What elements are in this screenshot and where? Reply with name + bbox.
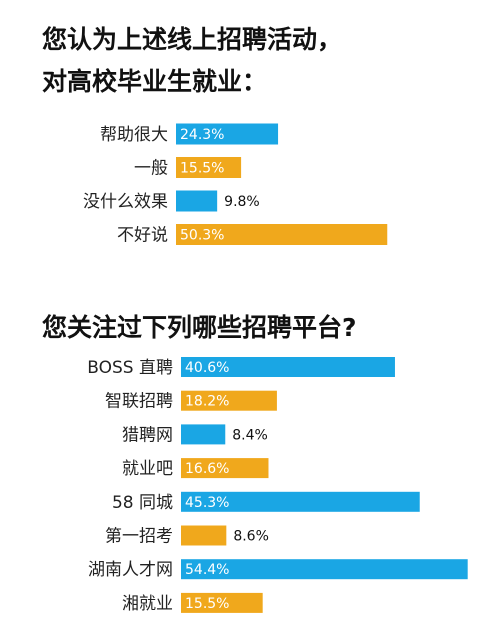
bar bbox=[181, 458, 269, 479]
category-label: BOSS 直聘 bbox=[87, 358, 173, 378]
chart1-title-line2: 对高校毕业生就业： bbox=[42, 67, 268, 96]
data-label: 8.6% bbox=[233, 529, 269, 545]
category-label: 帮助很大 bbox=[100, 125, 168, 145]
category-label: 没什么效果 bbox=[83, 192, 168, 212]
data-label: 40.6% bbox=[185, 360, 229, 376]
data-label: 50.3% bbox=[180, 228, 224, 244]
data-label: 15.5% bbox=[180, 161, 224, 177]
category-label: 湘就业 bbox=[122, 594, 173, 614]
category-label: 第一招考 bbox=[105, 527, 173, 547]
bar bbox=[181, 424, 226, 445]
data-label: 15.5% bbox=[185, 596, 229, 612]
category-label: 猎聘网 bbox=[122, 425, 173, 445]
bar bbox=[176, 190, 218, 212]
data-label: 16.6% bbox=[185, 461, 229, 477]
data-label: 24.3% bbox=[180, 127, 224, 143]
bar bbox=[181, 390, 277, 411]
bar bbox=[181, 525, 227, 546]
bar bbox=[176, 123, 279, 145]
chart1-title-line1: 您认为上述线上招聘活动， bbox=[42, 25, 343, 54]
bar bbox=[181, 592, 263, 613]
data-label: 45.3% bbox=[185, 495, 229, 511]
chart-1-online-recruitment-effect: 帮助很大 24.3% 一般 15.5% 没什么效果 9.8% 不好说 50.3% bbox=[83, 123, 388, 246]
category-label: 湖南人才网 bbox=[88, 560, 173, 580]
data-label: 8.4% bbox=[232, 427, 268, 443]
chart2-title: 您关注过下列哪些招聘平台? bbox=[42, 313, 357, 342]
bar bbox=[176, 157, 242, 178]
category-label: 58 同城 bbox=[112, 493, 173, 513]
category-label: 一般 bbox=[134, 159, 168, 179]
data-label: 54.4% bbox=[185, 562, 229, 578]
bar bbox=[181, 357, 395, 377]
category-label: 不好说 bbox=[117, 226, 168, 246]
data-label: 18.2% bbox=[185, 394, 229, 410]
data-label: 9.8% bbox=[224, 194, 260, 210]
category-label: 智联招聘 bbox=[105, 392, 173, 412]
chart-2-recruitment-platforms: BOSS 直聘 40.6% 智联招聘 18.2% 猎聘网 8.4% 就业吧 16.6% 58 同… bbox=[87, 357, 468, 614]
category-label: 就业吧 bbox=[122, 459, 173, 479]
bar bbox=[181, 559, 468, 580]
bar bbox=[176, 224, 388, 245]
bar bbox=[181, 491, 420, 512]
